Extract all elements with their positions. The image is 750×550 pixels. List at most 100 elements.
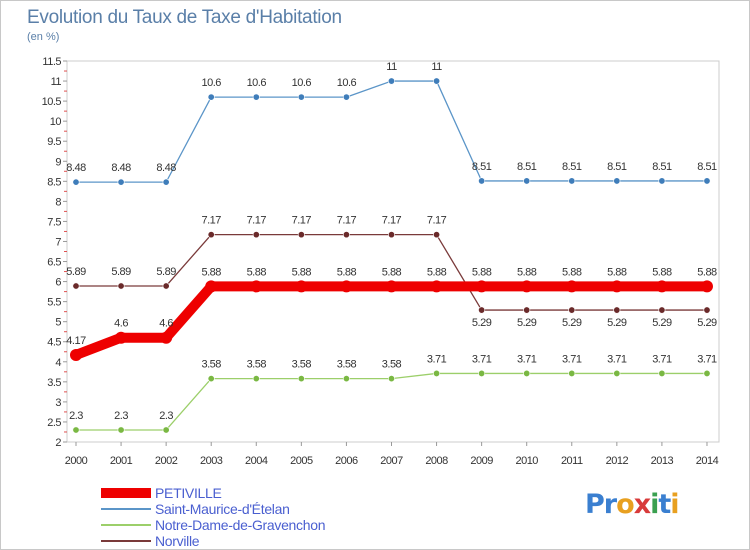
legend-swatch-saint-maurice	[101, 508, 151, 510]
data-label: 3.71	[652, 353, 672, 365]
data-point	[568, 306, 576, 314]
data-point	[568, 369, 576, 377]
x-tick-label: 2012	[606, 455, 629, 467]
data-point	[658, 369, 666, 377]
y-tick-label: 3	[55, 397, 61, 409]
legend-swatch-norville	[101, 540, 151, 542]
y-tick-label: 9	[55, 156, 61, 168]
x-tick-label: 2002	[155, 455, 178, 467]
data-label: 7.17	[382, 215, 402, 227]
data-label: 5.29	[652, 317, 672, 329]
data-label: 8.51	[472, 161, 492, 173]
logo-letter: r	[603, 489, 617, 520]
data-label: 5.88	[337, 266, 357, 278]
data-point	[613, 306, 621, 314]
y-tick-label: 11	[51, 76, 62, 88]
data-point	[658, 306, 666, 314]
legend-swatch-petiville	[101, 488, 151, 498]
data-label: 5.29	[607, 317, 627, 329]
legend-item-norville: Norville	[101, 533, 325, 549]
data-point	[72, 178, 80, 186]
data-point	[342, 231, 350, 239]
data-point	[250, 280, 263, 293]
y-tick-label: 7	[55, 236, 61, 248]
data-label: 8.51	[697, 161, 717, 173]
data-point	[117, 178, 125, 186]
data-label: 5.88	[292, 266, 312, 278]
x-tick-label: 2014	[696, 455, 719, 467]
y-tick-label: 9.5	[47, 136, 61, 148]
data-label: 5.88	[517, 266, 537, 278]
data-point	[162, 178, 170, 186]
data-point	[610, 280, 623, 293]
data-label: 3.58	[201, 359, 221, 371]
data-label: 2.3	[69, 410, 83, 422]
proxiti-logo: Proxiti	[585, 489, 680, 520]
data-label: 5.88	[562, 266, 582, 278]
data-point	[342, 375, 350, 383]
x-tick-label: 2013	[651, 455, 674, 467]
data-label: 8.51	[607, 161, 627, 173]
data-point	[523, 177, 531, 185]
y-tick-label: 10	[50, 116, 62, 128]
y-tick-label: 5	[55, 317, 61, 329]
data-label: 5.88	[247, 266, 267, 278]
data-label: 5.88	[472, 266, 492, 278]
data-label: 8.51	[562, 161, 582, 173]
data-label: 8.48	[66, 162, 86, 174]
x-tick-label: 2007	[380, 455, 403, 467]
data-point	[162, 426, 170, 434]
data-point	[658, 177, 666, 185]
y-tick-label: 4.5	[47, 337, 61, 349]
logo-letter: x	[633, 489, 651, 520]
data-point	[520, 280, 533, 293]
data-label: 11	[431, 61, 442, 73]
data-label: 5.89	[111, 266, 131, 278]
data-label: 8.48	[111, 162, 131, 174]
data-point	[613, 177, 621, 185]
data-label: 10.6	[201, 77, 221, 89]
data-label: 3.71	[562, 353, 582, 365]
legend-label-saint-maurice: Saint-Maurice-d'Ételan	[155, 501, 290, 517]
y-tick-label: 5.5	[47, 297, 61, 309]
data-label: 4.6	[159, 318, 173, 330]
data-label: 5.29	[472, 317, 492, 329]
data-label: 5.89	[156, 266, 176, 278]
data-label: 3.58	[247, 359, 267, 371]
data-point	[700, 280, 713, 293]
data-label: 5.88	[697, 266, 717, 278]
data-point	[72, 426, 80, 434]
x-tick-label: 2003	[200, 455, 223, 467]
x-tick-label: 2011	[561, 455, 583, 467]
data-label: 4.6	[114, 318, 128, 330]
x-tick-label: 2008	[425, 455, 448, 467]
data-label: 2.3	[114, 410, 128, 422]
data-label: 5.29	[697, 317, 717, 329]
legend-swatch-notre-dame	[101, 524, 151, 526]
data-label: 7.17	[337, 215, 357, 227]
data-point	[252, 231, 260, 239]
y-axis-unit: (en %)	[27, 31, 60, 43]
data-point	[207, 93, 215, 101]
legend-item-notre-dame: Notre-Dame-de-Gravenchon	[101, 517, 326, 533]
data-label: 8.51	[517, 161, 537, 173]
data-label: 5.88	[652, 266, 672, 278]
legend-label-petiville: PETIVILLE	[155, 485, 222, 501]
y-tick-label: 3.5	[47, 377, 61, 389]
data-label: 3.71	[517, 353, 537, 365]
y-tick-label: 10.5	[42, 96, 62, 108]
data-label: 3.58	[337, 359, 357, 371]
legend-label-norville: Norville	[155, 533, 200, 549]
data-point	[475, 280, 488, 293]
logo-letter: P	[585, 489, 605, 520]
data-point	[387, 375, 395, 383]
legend: PETIVILLE Saint-Maurice-d'Ételan Notre-D…	[101, 485, 326, 549]
logo-letter: o	[616, 489, 635, 520]
logo-letter: t	[658, 489, 671, 520]
data-label: 2.3	[159, 410, 173, 422]
data-point	[433, 231, 441, 239]
data-label: 5.89	[66, 266, 86, 278]
data-label: 5.88	[201, 266, 221, 278]
data-label: 5.88	[427, 266, 447, 278]
